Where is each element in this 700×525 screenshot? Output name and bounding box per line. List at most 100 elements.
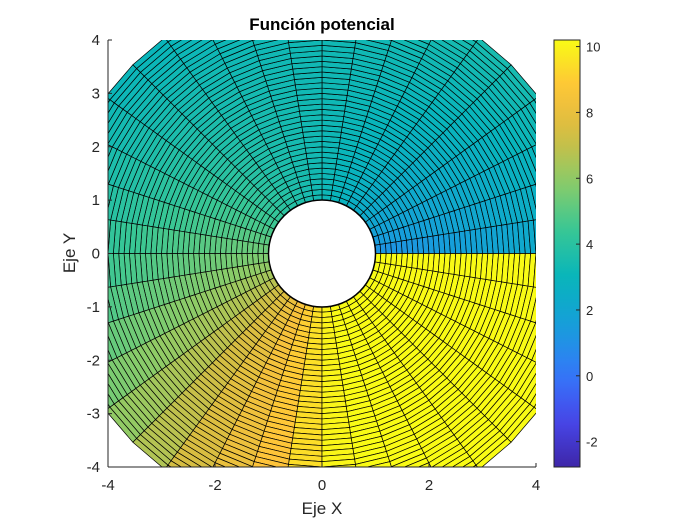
mesh-cell bbox=[363, 0, 405, 5]
mesh-cell bbox=[210, 20, 247, 40]
mesh-cell bbox=[239, 0, 281, 5]
colorbar-tick-label: 2 bbox=[586, 303, 593, 318]
mesh-cell bbox=[361, 487, 400, 501]
mesh-cell bbox=[472, 40, 478, 43]
mesh-cell bbox=[282, 0, 322, 6]
mesh-cell bbox=[285, 480, 322, 488]
mesh-cell bbox=[358, 472, 395, 486]
mesh-cell bbox=[212, 462, 227, 467]
mesh-cell bbox=[417, 462, 432, 467]
mesh-cell bbox=[179, 443, 216, 467]
mesh-cell bbox=[170, 455, 193, 467]
colorbar-tick-label: 4 bbox=[586, 237, 593, 252]
mesh-cell bbox=[322, 470, 357, 478]
mesh-cell bbox=[524, 383, 536, 405]
mesh-cell bbox=[521, 322, 536, 359]
mesh-cell bbox=[544, 254, 552, 290]
mesh-cell bbox=[68, 174, 83, 214]
mesh-cell bbox=[108, 146, 118, 172]
colorbar bbox=[553, 39, 581, 468]
x-tick-label: -2 bbox=[208, 477, 221, 494]
y-axis-ticks: -4 -3 -2 -1 0 1 2 3 4 bbox=[87, 32, 112, 476]
mesh-cell bbox=[68, 132, 89, 172]
mesh-cell bbox=[108, 108, 128, 145]
mesh-cell bbox=[535, 320, 536, 324]
mesh-cell bbox=[205, 10, 244, 30]
mesh-cell bbox=[287, 40, 323, 44]
mesh-cell bbox=[108, 144, 113, 159]
mesh-cell bbox=[248, 477, 286, 491]
mesh-cell bbox=[537, 328, 557, 365]
mesh-cell bbox=[108, 111, 133, 148]
colorbar-ticks: -2 0 2 4 6 8 10 bbox=[576, 40, 600, 450]
mesh-cell bbox=[239, 502, 281, 517]
mesh-cell bbox=[322, 0, 362, 6]
mesh-cell bbox=[166, 464, 172, 467]
mesh-cell bbox=[403, 40, 430, 50]
mesh-cell bbox=[108, 219, 112, 254]
mesh-cell bbox=[365, 40, 392, 46]
mesh-cell bbox=[526, 335, 536, 361]
mesh-cell bbox=[511, 359, 536, 396]
mesh-cell bbox=[533, 403, 536, 410]
mesh-cell bbox=[108, 64, 138, 101]
x-tick-label: 2 bbox=[425, 477, 433, 494]
mesh-cell bbox=[108, 99, 115, 114]
mesh-cell bbox=[403, 487, 443, 508]
mesh-cell bbox=[58, 294, 73, 336]
mesh-cell bbox=[531, 144, 536, 159]
chart-title: Función potencial bbox=[249, 15, 394, 34]
mesh-cell bbox=[212, 40, 227, 45]
mesh-cell bbox=[68, 293, 83, 333]
mesh-cell bbox=[244, 487, 283, 501]
mesh-cell bbox=[217, 452, 254, 467]
mesh-cell bbox=[362, 497, 403, 512]
mesh-cell bbox=[241, 497, 282, 512]
mesh-cell bbox=[284, 485, 322, 493]
mesh-cell bbox=[63, 294, 78, 335]
y-tick-label: 1 bbox=[92, 192, 100, 209]
mesh-cell bbox=[173, 451, 203, 467]
colorbar-tick-label: -2 bbox=[586, 435, 598, 450]
mesh-cell bbox=[362, 0, 403, 10]
mesh-cell bbox=[108, 105, 124, 135]
mesh-cell bbox=[321, 40, 357, 44]
colorbar-tick-label: 10 bbox=[586, 40, 600, 55]
mesh-cell bbox=[108, 185, 119, 221]
mesh-cell bbox=[355, 40, 391, 51]
mesh-cell bbox=[208, 15, 246, 35]
mesh-cell bbox=[531, 348, 536, 363]
mesh-cell bbox=[108, 148, 123, 185]
mesh-cell bbox=[529, 393, 536, 408]
mesh-cell bbox=[388, 466, 392, 467]
mesh-cell bbox=[322, 491, 361, 499]
mesh-cell bbox=[401, 482, 441, 502]
mesh-cell bbox=[535, 183, 536, 187]
mesh-cell bbox=[581, 254, 590, 296]
mesh-cell bbox=[361, 0, 401, 14]
mesh-cell bbox=[475, 40, 512, 70]
mesh-cell bbox=[361, 492, 401, 506]
mesh-cell bbox=[68, 334, 89, 374]
mesh-cell bbox=[396, 20, 433, 40]
mesh-cell bbox=[451, 40, 474, 52]
mesh-cell bbox=[541, 289, 555, 326]
mesh-cell bbox=[322, 3, 361, 11]
mesh-cell bbox=[286, 475, 322, 483]
cylinder-hole bbox=[267, 199, 377, 308]
colorbar-tick-label: 8 bbox=[586, 105, 593, 120]
mesh-cell bbox=[243, 492, 283, 506]
colorbar-tick-label: 0 bbox=[586, 369, 593, 384]
y-tick-label: 3 bbox=[92, 85, 100, 102]
mesh-cell bbox=[108, 253, 112, 288]
mesh-cell bbox=[532, 253, 536, 288]
x-tick-label: 4 bbox=[532, 477, 540, 494]
mesh-cell bbox=[203, 5, 243, 25]
mesh-cell bbox=[401, 5, 441, 25]
x-axis-label: Eje X bbox=[302, 499, 343, 518]
mesh-cell bbox=[431, 40, 468, 60]
y-tick-label: -3 bbox=[87, 406, 100, 423]
mesh-cell bbox=[398, 15, 436, 35]
mesh-cell bbox=[132, 437, 169, 467]
y-tick-label: 0 bbox=[92, 246, 100, 263]
